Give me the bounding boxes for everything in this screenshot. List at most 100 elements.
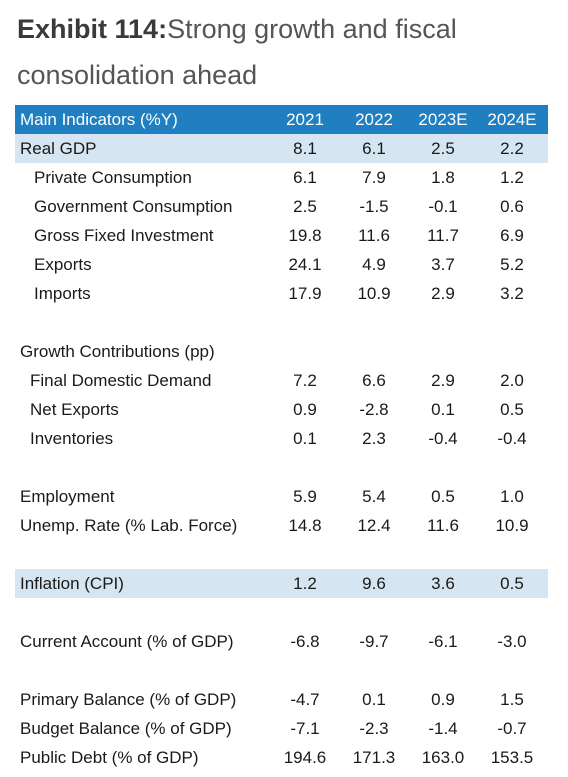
row-value: -4.7 xyxy=(290,690,320,709)
table-row-public-debt: Public Debt (% of GDP) 194.6 171.3 163.0… xyxy=(15,743,548,772)
row-label: Current Account (% of GDP) xyxy=(20,632,234,651)
row-value: 5.2 xyxy=(500,255,524,274)
row-value: 2.2 xyxy=(500,139,524,158)
row-value: 1.2 xyxy=(500,168,524,187)
row-value: 11.7 xyxy=(427,226,459,245)
row-value: 194.6 xyxy=(283,748,327,767)
row-label: Primary Balance (% of GDP) xyxy=(20,690,237,709)
row-value: 153.5 xyxy=(490,748,534,767)
row-value: 0.5 xyxy=(431,487,455,506)
header-year-2021: 2021 xyxy=(286,110,324,129)
spacer-row xyxy=(15,308,548,337)
row-value: 12.4 xyxy=(357,516,391,535)
row-label: Public Debt (% of GDP) xyxy=(20,748,199,767)
table-row-inflation: Inflation (CPI) 1.2 9.6 3.6 0.5 xyxy=(15,569,548,598)
row-label: Government Consumption xyxy=(34,197,233,216)
row-label: Inventories xyxy=(30,429,114,448)
row-label: Unemp. Rate (% Lab. Force) xyxy=(20,516,238,535)
row-value: 2.9 xyxy=(431,371,455,390)
spacer-row xyxy=(15,540,548,569)
table-row-real-gdp: Real GDP 8.1 6.1 2.5 2.2 xyxy=(15,134,548,163)
table-row-growth-contributions: Growth Contributions (pp) xyxy=(15,337,548,366)
row-value: 163.0 xyxy=(421,748,465,767)
row-label: Gross Fixed Investment xyxy=(34,226,214,245)
indicators-table: Main Indicators (%Y) 2021 2022 2023E 202… xyxy=(15,105,548,772)
row-value: 2.0 xyxy=(500,371,524,390)
row-label: Inflation (CPI) xyxy=(20,574,124,593)
row-value: 19.8 xyxy=(288,226,322,245)
row-value: 171.3 xyxy=(352,748,396,767)
row-value: 9.6 xyxy=(362,574,386,593)
row-value: 10.9 xyxy=(357,284,391,303)
table-row-private-consumption: Private Consumption 6.1 7.9 1.8 1.2 xyxy=(15,163,548,192)
row-value: -3.0 xyxy=(497,632,527,651)
table-row-inventories: Inventories 0.1 2.3 -0.4 -0.4 xyxy=(15,424,548,453)
header-year-2022: 2022 xyxy=(355,110,393,129)
row-label: Budget Balance (% of GDP) xyxy=(20,719,232,738)
row-value: -0.4 xyxy=(497,429,527,448)
table-row-employment: Employment 5.9 5.4 0.5 1.0 xyxy=(15,482,548,511)
table-row-net-exports: Net Exports 0.9 -2.8 0.1 0.5 xyxy=(15,395,548,424)
row-value: 1.5 xyxy=(500,690,524,709)
row-label: Final Domestic Demand xyxy=(30,371,212,390)
table-row-current-account: Current Account (% of GDP) -6.8 -9.7 -6.… xyxy=(15,627,548,656)
row-value: -0.1 xyxy=(428,197,458,216)
row-value: 0.9 xyxy=(293,400,317,419)
table-row-imports: Imports 17.9 10.9 2.9 3.2 xyxy=(15,279,548,308)
table-row-gross-fixed-investment: Gross Fixed Investment 19.8 11.6 11.7 6.… xyxy=(15,221,548,250)
row-value: 2.5 xyxy=(293,197,317,216)
row-value: -9.7 xyxy=(359,632,389,651)
row-value: 17.9 xyxy=(288,284,322,303)
row-value: 3.7 xyxy=(431,255,455,274)
row-label: Net Exports xyxy=(30,400,119,419)
row-value: -1.5 xyxy=(359,197,389,216)
exhibit-title: Exhibit 114:Strong growth and fiscal con… xyxy=(17,6,557,98)
row-value: 11.6 xyxy=(358,226,390,245)
row-label: Employment xyxy=(20,487,115,506)
row-value: -2.3 xyxy=(359,719,389,738)
row-value: 6.9 xyxy=(500,226,524,245)
row-value: 14.8 xyxy=(288,516,322,535)
row-label: Private Consumption xyxy=(34,168,192,187)
header-label: Main Indicators (%Y) xyxy=(20,110,178,129)
row-label: Exports xyxy=(34,255,92,274)
table-row-government-consumption: Government Consumption 2.5 -1.5 -0.1 0.6 xyxy=(15,192,548,221)
header-year-2023e: 2023E xyxy=(418,110,468,129)
row-value: 5.4 xyxy=(362,487,386,506)
row-value: 7.9 xyxy=(362,168,386,187)
table-row-exports: Exports 24.1 4.9 3.7 5.2 xyxy=(15,250,548,279)
spacer-row xyxy=(15,453,548,482)
row-value: 1.2 xyxy=(293,574,317,593)
exhibit-number: Exhibit 114: xyxy=(17,14,168,44)
row-value: 2.9 xyxy=(431,284,455,303)
spacer-row xyxy=(15,656,548,685)
row-value: 3.6 xyxy=(431,574,455,593)
row-label: Growth Contributions (pp) xyxy=(20,342,215,361)
row-value: -6.1 xyxy=(428,632,458,651)
spacer-row xyxy=(15,598,548,627)
row-value: 0.1 xyxy=(293,429,317,448)
row-value: 10.9 xyxy=(495,516,529,535)
row-value: -0.7 xyxy=(497,719,527,738)
table-row-primary-balance: Primary Balance (% of GDP) -4.7 0.1 0.9 … xyxy=(15,685,548,714)
row-value: 0.1 xyxy=(431,400,455,419)
row-value: 6.1 xyxy=(293,168,317,187)
row-label: Imports xyxy=(34,284,91,303)
row-value: 2.3 xyxy=(362,429,386,448)
row-value: -1.4 xyxy=(428,719,458,738)
row-value: 24.1 xyxy=(288,255,322,274)
row-value: -0.4 xyxy=(428,429,458,448)
row-value: 6.6 xyxy=(362,371,386,390)
row-value: -7.1 xyxy=(290,719,320,738)
row-value: 2.5 xyxy=(431,139,455,158)
row-value: 3.2 xyxy=(500,284,524,303)
row-value: 0.1 xyxy=(362,690,386,709)
row-value: 5.9 xyxy=(293,487,317,506)
row-value: 4.9 xyxy=(362,255,386,274)
exhibit-title-text: Strong growth and fiscal consolidation a… xyxy=(17,14,457,90)
table-row-unemployment-rate: Unemp. Rate (% Lab. Force) 14.8 12.4 11.… xyxy=(15,511,548,540)
row-value: 6.1 xyxy=(362,139,386,158)
table-row-budget-balance: Budget Balance (% of GDP) -7.1 -2.3 -1.4… xyxy=(15,714,548,743)
row-value: 0.5 xyxy=(500,400,524,419)
row-value: 8.1 xyxy=(293,139,317,158)
